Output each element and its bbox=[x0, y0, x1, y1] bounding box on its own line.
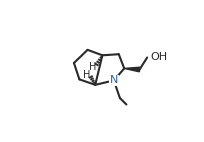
Text: N: N bbox=[110, 75, 118, 85]
Polygon shape bbox=[124, 67, 140, 72]
Text: OH: OH bbox=[150, 53, 167, 62]
Text: H: H bbox=[83, 70, 91, 80]
Text: H: H bbox=[89, 62, 96, 72]
